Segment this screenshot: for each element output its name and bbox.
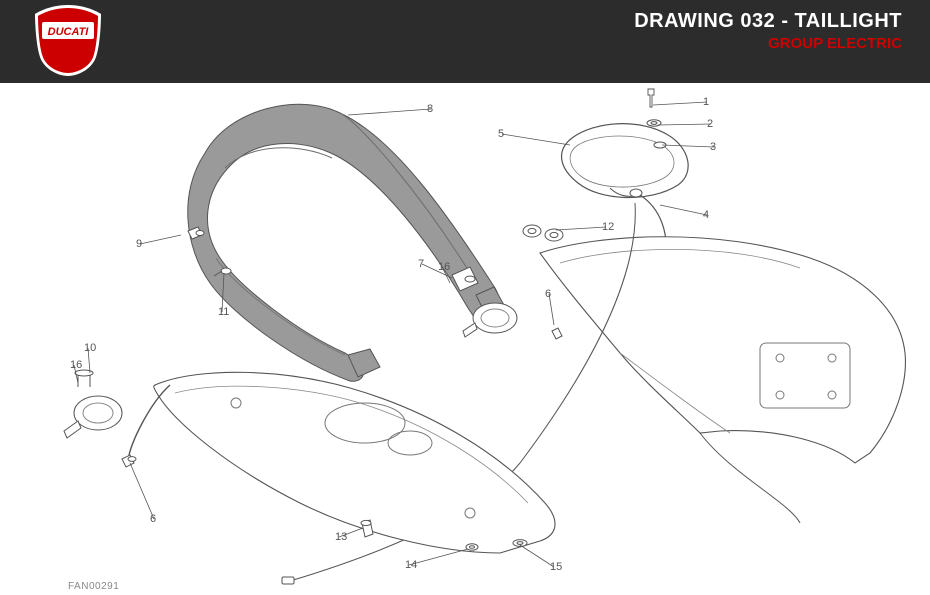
- callout-14: 14: [405, 559, 417, 571]
- part-rear-cowl: [188, 104, 504, 381]
- callout-16: 16: [70, 359, 82, 371]
- part-screw-1: [648, 89, 654, 107]
- callout-8: 8: [427, 103, 433, 115]
- drawing-title: DRAWING 032 - TAILLIGHT: [634, 10, 902, 33]
- diagram-canvas: 12345667891011121314151616 FAN00291: [0, 83, 930, 595]
- callout-15: 15: [550, 561, 562, 573]
- part-screw-6a: [552, 328, 562, 339]
- callout-1: 1: [703, 96, 709, 108]
- callout-6: 6: [545, 288, 551, 300]
- part-grommet-12: [523, 225, 563, 241]
- callout-13: 13: [335, 531, 347, 543]
- part-indicator-left: [64, 370, 122, 438]
- callout-7: 7: [418, 258, 424, 270]
- part-screw-6b: [122, 455, 136, 467]
- part-plate-holder: [128, 372, 555, 553]
- callout-16: 16: [438, 261, 450, 273]
- brand-text: DUCATI: [48, 26, 90, 38]
- group-title: GROUP ELECTRIC: [634, 35, 902, 52]
- part-taillight: [562, 124, 689, 198]
- callout-11: 11: [218, 306, 229, 318]
- callout-3: 3: [710, 141, 716, 153]
- callout-5: 5: [498, 128, 504, 140]
- brand-logo: DUCATI: [30, 2, 106, 78]
- diagram-code: FAN00291: [68, 581, 119, 592]
- title-block: DRAWING 032 - TAILLIGHT GROUP ELECTRIC: [634, 10, 902, 52]
- exploded-diagram: [0, 83, 930, 595]
- callout-12: 12: [602, 221, 614, 233]
- callout-4: 4: [703, 209, 709, 221]
- page-header: DUCATI DRAWING 032 - TAILLIGHT GROUP ELE…: [0, 0, 930, 83]
- callout-6: 6: [150, 513, 156, 525]
- callout-2: 2: [707, 118, 713, 130]
- callout-9: 9: [136, 238, 142, 250]
- callout-10: 10: [84, 342, 96, 354]
